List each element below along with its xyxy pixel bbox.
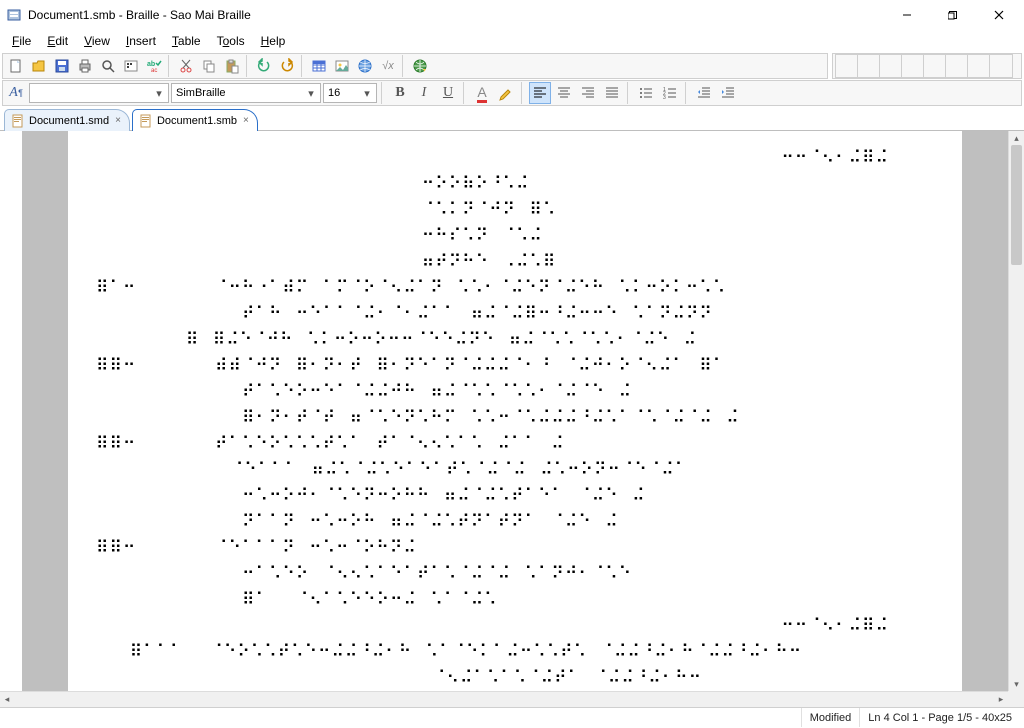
document-viewport[interactable]: ⠒⠒⠈⠢⠂⠬⠿⠬ ⠒⠕⠕⠷⠕⠘⠡⠬ ⠈⠡⠅⠝⠈⠚⠝⠀⠿⠡ ⠒⠓⠎⠡⠝⠀⠈⠡⠬ ⠶… xyxy=(0,131,1008,691)
tab-close-button[interactable]: × xyxy=(243,115,249,126)
bullet-list-button[interactable] xyxy=(635,82,657,104)
outdent-button[interactable] xyxy=(693,82,715,104)
menu-table[interactable]: Table xyxy=(164,32,209,50)
insert-table-button[interactable] xyxy=(308,55,330,77)
workspace: ⠒⠒⠈⠢⠂⠬⠿⠬ ⠒⠕⠕⠷⠕⠘⠡⠬ ⠈⠡⠅⠝⠈⠚⠝⠀⠿⠡ ⠒⠓⠎⠡⠝⠀⠈⠡⠬ ⠶… xyxy=(0,131,1024,707)
page-gutter-right xyxy=(962,131,1008,691)
scroll-right-icon[interactable]: ▸ xyxy=(994,692,1008,707)
panel-btn-6[interactable] xyxy=(946,55,968,77)
minimize-button[interactable] xyxy=(884,0,930,30)
scroll-down-icon[interactable]: ▾ xyxy=(1009,677,1024,691)
svg-text:ab: ab xyxy=(147,61,155,68)
formatting-toolbar: A¶ ▾ SimBraille▾ 16▾ B I U A 123 xyxy=(2,80,1022,106)
app-icon xyxy=(6,7,22,23)
window-title: Document1.smb - Braille - Sao Mai Braill… xyxy=(28,8,884,22)
braille-page[interactable]: ⠒⠒⠈⠢⠂⠬⠿⠬ ⠒⠕⠕⠷⠕⠘⠡⠬ ⠈⠡⠅⠝⠈⠚⠝⠀⠿⠡ ⠒⠓⠎⠡⠝⠀⠈⠡⠬ ⠶… xyxy=(68,131,962,691)
menu-file[interactable]: File xyxy=(4,32,39,50)
svg-text:3: 3 xyxy=(663,95,666,100)
paste-button[interactable] xyxy=(221,55,243,77)
tab-document1-smd[interactable]: Document1.smd × xyxy=(4,109,130,131)
chevron-down-icon: ▾ xyxy=(152,87,166,100)
number-list-button[interactable]: 123 xyxy=(659,82,681,104)
panel-btn-1[interactable] xyxy=(836,55,858,77)
font-size-value: 16 xyxy=(328,87,360,99)
style-combo[interactable]: ▾ xyxy=(29,83,169,103)
page-gutter-left xyxy=(22,131,68,691)
insert-image-button[interactable] xyxy=(331,55,353,77)
font-size-combo[interactable]: 16▾ xyxy=(323,83,377,103)
statusbar: Modified Ln 4 Col 1 - Page 1/5 - 40x25 xyxy=(0,707,1024,727)
translate-button[interactable] xyxy=(409,55,431,77)
scroll-left-icon[interactable]: ◂ xyxy=(0,692,14,707)
bold-button[interactable]: B xyxy=(389,82,411,104)
menubar: File Edit View Insert Table Tools Help xyxy=(0,30,1024,52)
equation-button[interactable]: √x xyxy=(377,55,399,77)
menu-tools[interactable]: Tools xyxy=(209,32,253,50)
maximize-button[interactable] xyxy=(930,0,976,30)
tab-close-button[interactable]: × xyxy=(115,115,121,126)
font-combo[interactable]: SimBraille▾ xyxy=(171,83,321,103)
redo-button[interactable] xyxy=(276,55,298,77)
panel-btn-3[interactable] xyxy=(880,55,902,77)
italic-button[interactable]: I xyxy=(413,82,435,104)
menu-help[interactable]: Help xyxy=(253,32,294,50)
menu-view[interactable]: View xyxy=(76,32,118,50)
document-icon xyxy=(139,114,153,128)
document-tabbar: Document1.smd × Document1.smb × xyxy=(0,107,1024,131)
scroll-up-icon[interactable]: ▴ xyxy=(1009,131,1024,145)
copy-button[interactable] xyxy=(198,55,220,77)
titlebar: Document1.smb - Braille - Sao Mai Braill… xyxy=(0,0,1024,30)
print-button[interactable] xyxy=(74,55,96,77)
tab-label: Document1.smb xyxy=(157,115,237,127)
scroll-thumb[interactable] xyxy=(1011,145,1022,265)
cut-button[interactable] xyxy=(175,55,197,77)
panel-btn-7[interactable] xyxy=(968,55,990,77)
save-button[interactable] xyxy=(51,55,73,77)
document-icon xyxy=(11,114,25,128)
undo-button[interactable] xyxy=(253,55,275,77)
menu-insert[interactable]: Insert xyxy=(118,32,164,50)
highlight-button[interactable] xyxy=(495,82,517,104)
styles-icon[interactable]: A¶ xyxy=(5,82,27,104)
chevron-down-icon: ▾ xyxy=(360,87,374,100)
panel-btn-5[interactable] xyxy=(924,55,946,77)
panel-btn-4[interactable] xyxy=(902,55,924,77)
scroll-corner xyxy=(1008,691,1024,707)
svg-text:ac: ac xyxy=(151,68,157,74)
horizontal-scrollbar[interactable]: ◂ ▸ xyxy=(0,691,1008,707)
braille-preview-button[interactable] xyxy=(120,55,142,77)
panel-btn-2[interactable] xyxy=(858,55,880,77)
menu-edit[interactable]: Edit xyxy=(39,32,76,50)
status-position: Ln 4 Col 1 - Page 1/5 - 40x25 xyxy=(859,708,1020,727)
align-center-button[interactable] xyxy=(553,82,575,104)
panel-btn-8[interactable] xyxy=(990,55,1012,77)
align-left-button[interactable] xyxy=(529,82,551,104)
spellcheck-button[interactable]: abac xyxy=(143,55,165,77)
chevron-down-icon: ▾ xyxy=(304,87,318,100)
align-right-button[interactable] xyxy=(577,82,599,104)
status-modified: Modified xyxy=(801,708,860,727)
open-file-button[interactable] xyxy=(28,55,50,77)
font-combo-value: SimBraille xyxy=(176,87,304,99)
tab-document1-smb[interactable]: Document1.smb × xyxy=(132,109,258,131)
insert-link-button[interactable] xyxy=(354,55,376,77)
find-button[interactable] xyxy=(97,55,119,77)
underline-button[interactable]: U xyxy=(437,82,459,104)
indent-button[interactable] xyxy=(717,82,739,104)
close-button[interactable] xyxy=(976,0,1022,30)
standard-toolbar: abac √x xyxy=(2,53,828,79)
tab-label: Document1.smd xyxy=(29,115,109,127)
right-panel-toolbar xyxy=(832,53,1022,79)
new-file-button[interactable] xyxy=(5,55,27,77)
align-justify-button[interactable] xyxy=(601,82,623,104)
vertical-scrollbar[interactable]: ▴ ▾ xyxy=(1008,131,1024,691)
font-color-button[interactable]: A xyxy=(471,82,493,104)
